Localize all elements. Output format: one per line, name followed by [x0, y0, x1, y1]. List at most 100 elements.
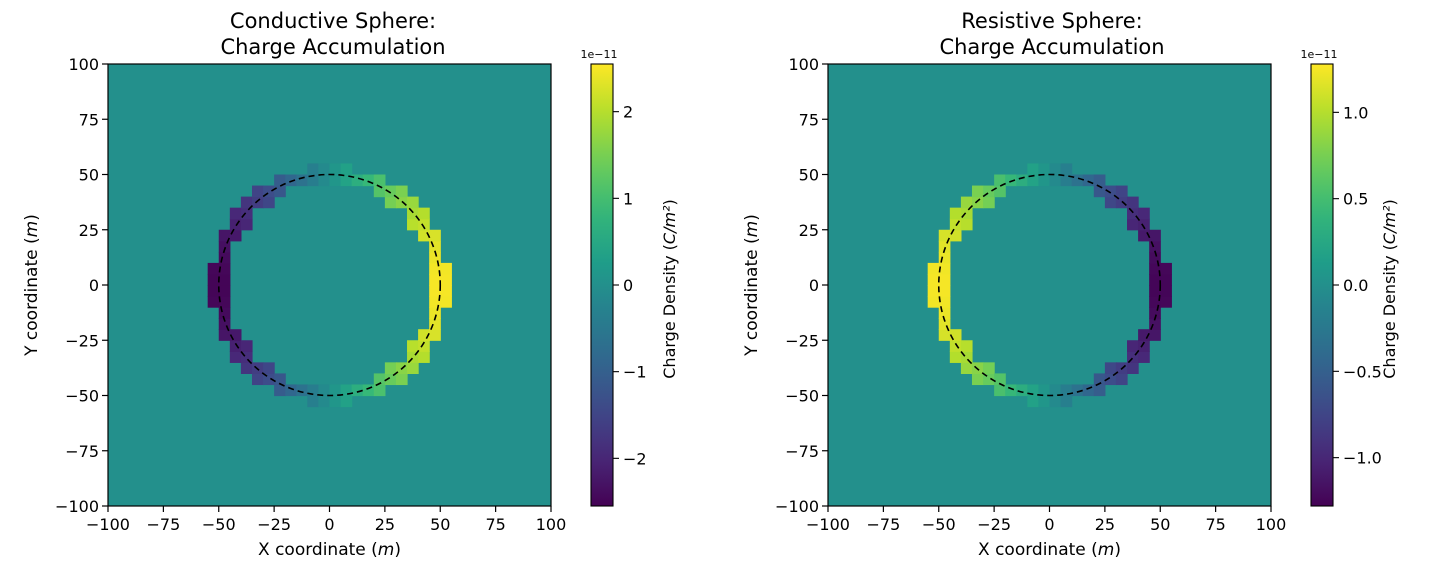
heatmap-cell	[1060, 174, 1073, 187]
heatmap-cell	[384, 196, 397, 209]
heatmap-cell	[251, 373, 264, 386]
heatmap-cells	[207, 163, 452, 408]
heatmap-background	[828, 64, 1271, 506]
heatmap-cell	[218, 273, 231, 286]
heatmap-cell	[1138, 229, 1150, 242]
heatmap-cell	[1104, 362, 1117, 374]
y-tick-label: 50	[79, 166, 99, 185]
colorbar-label: Charge Density (C/m²)	[660, 199, 679, 378]
heatmap-cell	[1027, 395, 1040, 408]
heatmap-background	[108, 64, 551, 506]
y-tick-label: 100	[68, 55, 99, 74]
heatmap-cell	[994, 174, 1006, 187]
x-tick-label: −25	[257, 515, 291, 534]
heatmap-cell	[318, 174, 331, 187]
heatmap-cell	[1138, 329, 1150, 341]
heatmap-cell	[1138, 340, 1150, 352]
heatmap-cell	[1149, 285, 1161, 297]
heatmap-cell	[1149, 307, 1161, 319]
heatmap-cell	[1049, 384, 1062, 397]
y-tick-label: −75	[65, 442, 99, 461]
colorbar-tick-label: 0.0	[1343, 276, 1368, 295]
heatmap-cell	[983, 196, 995, 209]
heatmap-cell	[218, 329, 231, 341]
heatmap-cell	[263, 185, 275, 198]
heatmap-cell	[263, 373, 275, 386]
heatmap-cell	[938, 296, 951, 308]
heatmap-cell	[429, 307, 441, 319]
heatmap-cell	[1049, 395, 1062, 408]
heatmap-cell	[307, 174, 320, 187]
heatmap-cell	[263, 196, 275, 209]
heatmap-cell	[218, 251, 231, 264]
heatmap-cell	[274, 185, 286, 198]
heatmap-cell	[949, 207, 962, 220]
heatmap-cell	[329, 395, 342, 408]
heatmap-cell	[395, 196, 408, 209]
heatmap-cell	[274, 174, 286, 187]
heatmap-cell	[240, 340, 253, 352]
heatmap-cell	[927, 262, 940, 275]
heatmap-cell	[994, 384, 1006, 397]
heatmap-cell	[1060, 163, 1073, 176]
heatmap-cell	[1038, 163, 1051, 176]
colorbar-exponent: 1e−11	[581, 48, 618, 61]
heatmap-cell	[207, 262, 220, 275]
heatmap-cell	[418, 218, 430, 231]
heatmap-cell	[1149, 262, 1161, 275]
heatmap-cell	[938, 251, 951, 264]
heatmap-cell	[218, 318, 231, 330]
heatmap-cell	[240, 362, 253, 374]
heatmap-cell	[395, 373, 408, 386]
heatmap-cell	[229, 351, 242, 363]
heatmap-cell	[1149, 251, 1161, 264]
heatmap-cell	[1138, 207, 1150, 220]
heatmap-cell	[971, 196, 984, 209]
heatmap-cell	[307, 384, 320, 397]
colorbar-label: Charge Density (C/m²)	[1380, 199, 1399, 378]
x-tick-label: 0	[1044, 515, 1054, 534]
heatmap-cell	[971, 185, 984, 198]
heatmap-cell	[1038, 174, 1051, 187]
heatmap-cell	[373, 174, 386, 187]
chart-panel-1: −100 −75 −50 −25 0 25 50 75 100 −100 −75 −50 −25 0 25 5…	[22, 9, 679, 560]
x-tick-label: 100	[1256, 515, 1287, 534]
x-axis-label: X coordinate (m)	[978, 540, 1121, 560]
heatmap-cell	[429, 285, 441, 297]
x-tick-label: −75	[866, 515, 900, 534]
heatmap-cell	[960, 351, 973, 363]
heatmap-cell	[983, 362, 995, 374]
heatmap-cell	[938, 329, 951, 341]
heatmap-cell	[938, 307, 951, 319]
heatmap-cell	[274, 384, 286, 397]
heatmap-cell	[927, 285, 940, 297]
heatmap-cell	[1093, 185, 1106, 198]
heatmap-cell	[329, 163, 342, 176]
heatmap-cell	[1049, 174, 1062, 187]
sphere-outline	[937, 173, 1162, 397]
y-tick-label: −100	[775, 497, 819, 516]
x-tick-label: 50	[1150, 515, 1170, 534]
heatmap-cell	[285, 384, 297, 397]
heatmap-cell	[429, 273, 441, 286]
heatmap-cell	[1149, 273, 1161, 286]
x-tick-label: 0	[324, 515, 334, 534]
heatmap-cell	[1127, 207, 1139, 220]
heatmap-cell	[285, 174, 297, 187]
heatmap-cell	[1027, 384, 1040, 397]
heatmap-cell	[1093, 373, 1106, 386]
heatmap-cell	[207, 296, 220, 308]
heatmap-cell	[240, 207, 253, 220]
heatmap-cell	[407, 351, 419, 363]
heatmap-cell	[971, 362, 984, 374]
heatmap-cell	[1016, 384, 1028, 397]
y-tick-label: 25	[799, 221, 819, 240]
x-tick-label: −50	[922, 515, 956, 534]
heatmap-cell	[440, 296, 452, 308]
heatmap-cell	[384, 362, 397, 374]
y-tick-label: 0	[809, 276, 819, 295]
colorbar	[1310, 63, 1334, 507]
heatmap-cell	[1138, 218, 1150, 231]
heatmap-cell	[1160, 262, 1172, 275]
